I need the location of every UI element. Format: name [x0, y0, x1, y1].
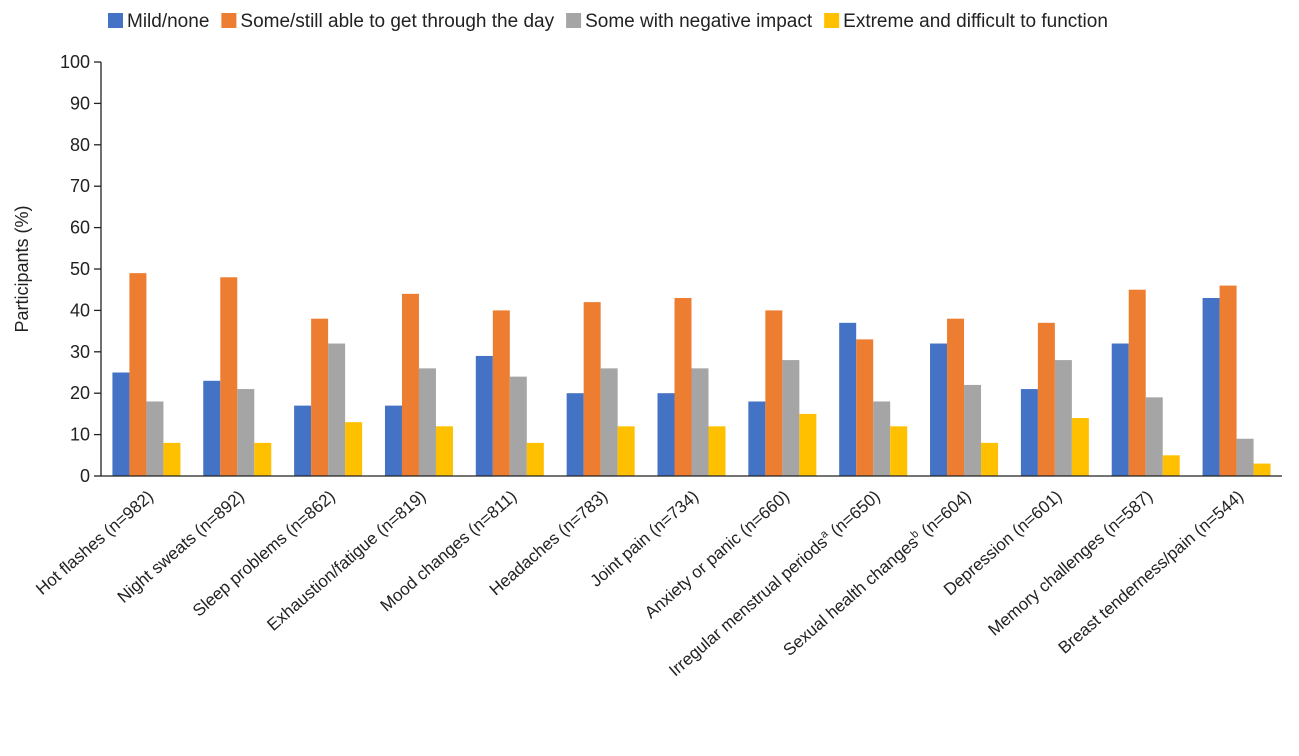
y-tick-label: 90 — [70, 93, 90, 113]
bars — [112, 273, 1271, 476]
bar — [294, 405, 312, 476]
bar — [1054, 360, 1072, 476]
bar — [839, 322, 857, 476]
x-tick-label: Anxiety or panic (n=660) — [641, 487, 793, 623]
bar — [600, 368, 618, 476]
bar — [1145, 397, 1163, 476]
bar — [566, 393, 584, 476]
bar — [203, 380, 221, 476]
bar — [435, 426, 453, 476]
bar — [1253, 463, 1271, 476]
bar-group — [748, 310, 817, 476]
legend-label: Some/still able to get through the day — [240, 11, 554, 32]
legend-label: Mild/none — [127, 11, 209, 32]
bar — [237, 389, 255, 476]
bar — [1219, 285, 1237, 476]
bar — [401, 293, 419, 476]
bar — [509, 376, 527, 476]
legend-swatch — [824, 13, 840, 28]
legend-swatch — [566, 13, 582, 28]
bar — [328, 343, 346, 476]
bar — [220, 277, 238, 476]
bar — [1111, 343, 1129, 476]
bar — [1071, 418, 1089, 476]
y-tick-label: 70 — [70, 176, 90, 196]
bar — [129, 273, 147, 476]
legend-item: Mild/none — [108, 11, 209, 32]
x-tick-label: Breast tenderness/pain (n=544) — [1055, 487, 1248, 658]
legend-label: Extreme and difficult to function — [843, 11, 1108, 32]
bar — [345, 422, 363, 476]
bar — [964, 384, 982, 476]
bar-group — [112, 273, 181, 476]
bar — [1162, 455, 1180, 476]
x-tick-label: Sexual health changesb (n=604) — [779, 486, 975, 660]
bar — [799, 413, 817, 476]
y-tick-label: 40 — [70, 300, 90, 320]
legend-label: Some with negative impact — [585, 11, 813, 32]
bar-group — [1111, 289, 1180, 476]
bar — [492, 310, 510, 476]
x-tick-label: Exhaustion/fatigue (n=819) — [263, 487, 429, 635]
bar — [112, 372, 130, 476]
bar-group — [384, 293, 453, 476]
bar — [1236, 438, 1254, 476]
x-tick-label: Memory challenges (n=587) — [984, 487, 1156, 640]
bar — [1037, 322, 1055, 476]
y-tick-label: 10 — [70, 425, 90, 445]
legend-swatch — [221, 13, 237, 28]
bar — [1202, 297, 1220, 476]
bar-group — [1020, 322, 1089, 476]
bar — [691, 368, 709, 476]
bar — [930, 343, 948, 476]
bar-group — [839, 322, 908, 476]
y-axis: 0 10 20 30 40 50 60 70 80 90 100 — [60, 52, 102, 486]
bar — [146, 401, 164, 476]
bar — [418, 368, 436, 476]
bar — [1020, 389, 1038, 476]
y-tick-label: 30 — [70, 342, 90, 362]
x-axis: Hot flashes (n=982)Night sweats (n=892)S… — [32, 475, 1282, 680]
bar — [782, 360, 800, 476]
y-tick-label: 60 — [70, 218, 90, 238]
bar — [674, 297, 692, 476]
y-axis-title: Participants (%) — [12, 205, 32, 332]
bar — [583, 302, 601, 476]
bar — [873, 401, 891, 476]
bar-group — [657, 297, 726, 476]
bar — [163, 442, 181, 476]
bar-group — [203, 277, 272, 476]
y-tick-label: 50 — [70, 259, 90, 279]
legend-item: Some with negative impact — [566, 11, 813, 32]
y-tick-label: 0 — [80, 466, 90, 486]
bar — [657, 393, 675, 476]
bar — [384, 405, 402, 476]
y-tick-label: 80 — [70, 135, 90, 155]
bar — [526, 442, 544, 476]
bar — [856, 339, 874, 476]
bar — [748, 401, 766, 476]
bar-group — [930, 318, 999, 476]
bar-group — [475, 310, 544, 476]
y-tick-label: 100 — [60, 52, 90, 72]
bar — [708, 426, 726, 476]
bar — [475, 355, 493, 476]
legend: Mild/none Some/still able to get through … — [108, 11, 1108, 32]
y-tick-label: 20 — [70, 383, 90, 403]
legend-item: Extreme and difficult to function — [824, 11, 1108, 32]
legend-swatch — [108, 13, 123, 28]
bar — [1128, 289, 1146, 476]
bar-group — [566, 302, 635, 476]
bar — [765, 310, 783, 476]
bar — [254, 442, 272, 476]
bar-group — [294, 318, 363, 476]
bar — [311, 318, 329, 476]
bar — [890, 426, 908, 476]
bar — [617, 426, 635, 476]
bar — [981, 442, 999, 476]
bar-group — [1202, 285, 1271, 476]
bar — [947, 318, 965, 476]
legend-item: Some/still able to get through the day — [221, 11, 555, 32]
